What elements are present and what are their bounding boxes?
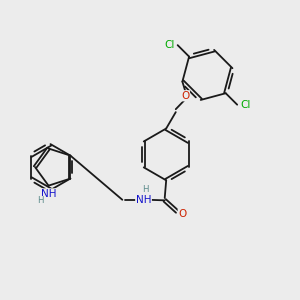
Text: NH: NH	[136, 195, 151, 205]
Text: NH: NH	[41, 189, 57, 199]
Text: O: O	[178, 209, 187, 219]
Text: Cl: Cl	[240, 100, 250, 110]
Text: H: H	[142, 185, 148, 194]
Text: Cl: Cl	[164, 40, 175, 50]
Text: H: H	[37, 196, 44, 206]
Text: O: O	[181, 91, 190, 101]
